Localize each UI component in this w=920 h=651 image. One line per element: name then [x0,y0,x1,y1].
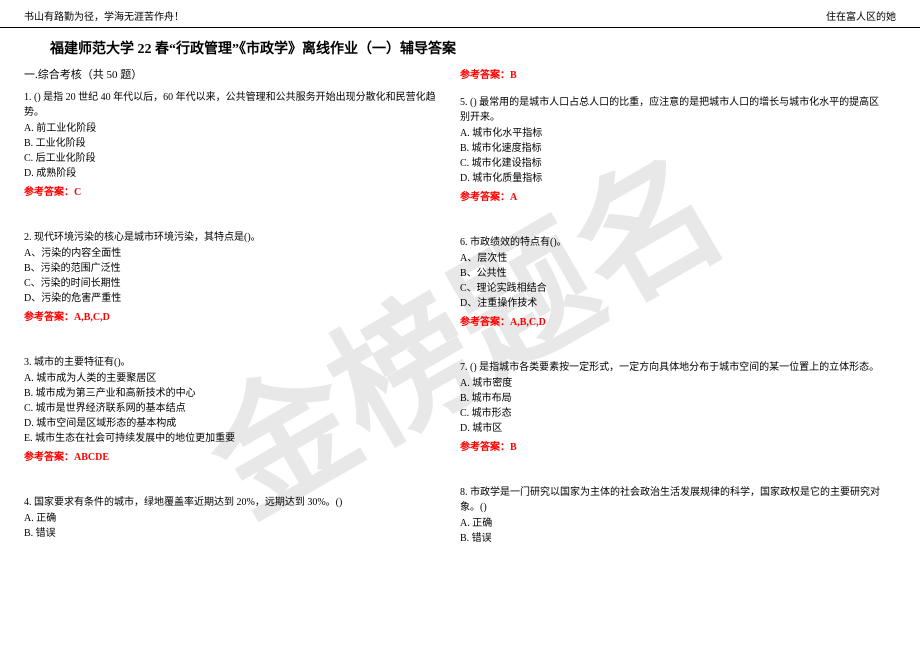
page-header: 书山有路勤为径，学海无涯苦作舟！ 住在富人区的她 [0,0,920,28]
answer: 参考答案：ABCDE [24,450,444,465]
option: C. 城市是世界经济联系网的基本结点 [24,401,444,416]
option: E. 城市生态在社会可持续发展中的地位更加重要 [24,431,444,446]
option: D. 成熟阶段 [24,166,444,181]
header-right: 住在富人区的她 [826,8,896,23]
option: A. 前工业化阶段 [24,121,444,136]
left-column: 一.综合考核（共 50 题） 1. () 是指 20 世纪 40 年代以后，60… [24,66,460,576]
question-text: 1. () 是指 20 世纪 40 年代以后，60 年代以来，公共管理和公共服务… [24,90,444,120]
option: D、污染的危害严重性 [24,291,444,306]
answer: 参考答案：C [24,185,444,200]
option: B. 错误 [24,526,444,541]
option: D. 城市空间是区域形态的基本构成 [24,416,444,431]
question-text: 8. 市政学是一门研究以国家为主体的社会政治生活发展规律的科学，国家政权是它的主… [460,485,880,515]
question-text: 5. () 最常用的是城市人口占总人口的比重，应注意的是把城市人口的增长与城市化… [460,95,880,125]
page-title: 福建师范大学 22 春“行政管理”《市政学》离线作业（一）辅导答案 [0,28,920,66]
question-text: 7. () 是指城市各类要素按一定形式，一定方向具体地分布于城市空间的某一位置上… [460,360,880,375]
columns-wrapper: 一.综合考核（共 50 题） 1. () 是指 20 世纪 40 年代以后，60… [0,66,920,576]
option: D. 城市区 [460,421,880,436]
question-text: 2. 现代环境污染的核心是城市环境污染，其特点是()。 [24,230,444,245]
answer-prev: 参考答案：B [460,66,880,81]
answer: 参考答案：B [460,440,880,455]
question-1: 1. () 是指 20 世纪 40 年代以后，60 年代以来，公共管理和公共服务… [24,90,444,200]
option: A. 城市成为人类的主要聚居区 [24,371,444,386]
answer: 参考答案：A,B,C,D [460,315,880,330]
option: A. 城市化水平指标 [460,126,880,141]
option: D. 城市化质量指标 [460,171,880,186]
answer: 参考答案：A,B,C,D [24,310,444,325]
option: B. 错误 [460,531,880,546]
option: C. 城市化建设指标 [460,156,880,171]
option: B. 城市成为第三产业和高新技术的中心 [24,386,444,401]
answer: 参考答案：A [460,190,880,205]
question-2: 2. 现代环境污染的核心是城市环境污染，其特点是()。 A、污染的内容全面性 B… [24,230,444,325]
right-column: 参考答案：B 5. () 最常用的是城市人口占总人口的比重，应注意的是把城市人口… [460,66,896,576]
option: D、注重操作技术 [460,296,880,311]
page-content: 书山有路勤为径，学海无涯苦作舟！ 住在富人区的她 福建师范大学 22 春“行政管… [0,0,920,576]
question-6: 6. 市政绩效的特点有()。 A、层次性 B、公共性 C、理论实践相结合 D、注… [460,235,880,330]
option: B、污染的范围广泛性 [24,261,444,276]
question-3: 3. 城市的主要特征有()。 A. 城市成为人类的主要聚居区 B. 城市成为第三… [24,355,444,465]
option: C、污染的时间长期性 [24,276,444,291]
option: A. 城市密度 [460,376,880,391]
option: C. 城市形态 [460,406,880,421]
header-left: 书山有路勤为径，学海无涯苦作舟！ [24,8,184,23]
question-5: 5. () 最常用的是城市人口占总人口的比重，应注意的是把城市人口的增长与城市化… [460,95,880,205]
section-title: 一.综合考核（共 50 题） [24,66,444,82]
option: B. 城市布局 [460,391,880,406]
option: A、污染的内容全面性 [24,246,444,261]
option: B. 城市化速度指标 [460,141,880,156]
question-text: 3. 城市的主要特征有()。 [24,355,444,370]
question-8: 8. 市政学是一门研究以国家为主体的社会政治生活发展规律的科学，国家政权是它的主… [460,485,880,546]
option: A、层次性 [460,251,880,266]
question-4: 4. 国家要求有条件的城市，绿地覆盖率近期达到 20%，远期达到 30%。() … [24,495,444,541]
option: A. 正确 [460,516,880,531]
option: B、公共性 [460,266,880,281]
option: A. 正确 [24,511,444,526]
option: C、理论实践相结合 [460,281,880,296]
option: B. 工业化阶段 [24,136,444,151]
option: C. 后工业化阶段 [24,151,444,166]
question-text: 6. 市政绩效的特点有()。 [460,235,880,250]
question-text: 4. 国家要求有条件的城市，绿地覆盖率近期达到 20%，远期达到 30%。() [24,495,444,510]
question-7: 7. () 是指城市各类要素按一定形式，一定方向具体地分布于城市空间的某一位置上… [460,360,880,455]
